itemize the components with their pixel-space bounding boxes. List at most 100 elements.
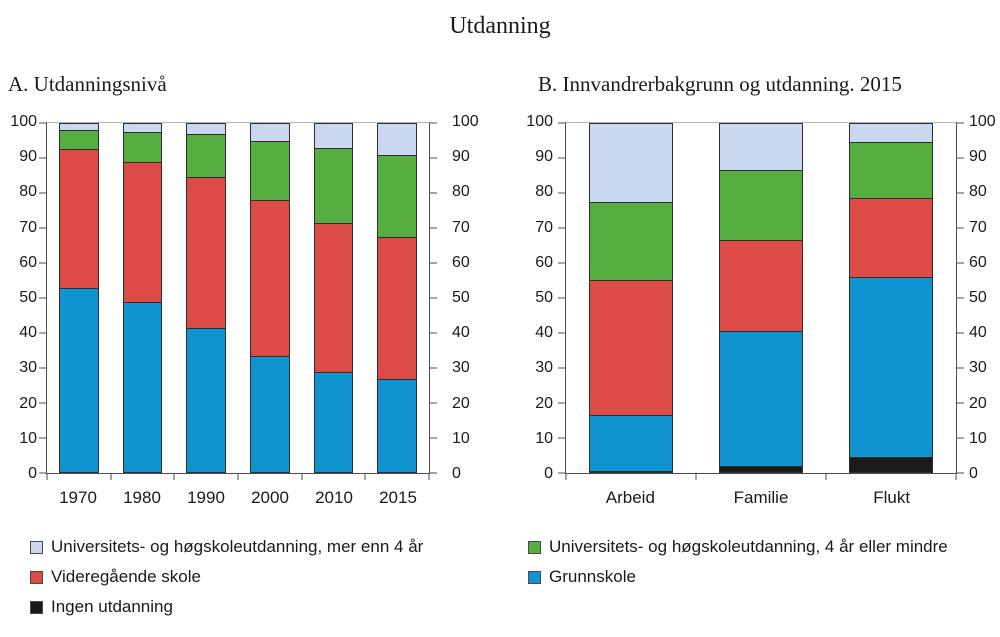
stacked-bar-2010 xyxy=(313,123,354,473)
bar-segment xyxy=(588,201,674,281)
bar-slot xyxy=(111,123,175,473)
y-tick-label: 60 xyxy=(535,253,553,271)
y-tick-marks-left xyxy=(39,122,47,474)
legend-label: Videregående skole xyxy=(51,567,201,586)
y-tick-label: 60 xyxy=(969,253,987,271)
legend-label: Ingen utdanning xyxy=(51,597,173,616)
bar-slot xyxy=(365,123,429,473)
bar-segment xyxy=(313,222,354,372)
y-tick-label: 50 xyxy=(452,289,470,306)
bar-slot xyxy=(826,123,956,473)
legend-swatch-black xyxy=(30,600,43,614)
legend-left-column: Universitets- og høgskoleutdanning, mer … xyxy=(30,537,423,629)
y-tick-mark xyxy=(956,367,964,369)
y-tick-label: 80 xyxy=(535,183,553,201)
bar-slot xyxy=(566,123,696,473)
y-tick-mark xyxy=(956,297,964,299)
y-tick-mark xyxy=(429,122,437,124)
y-tick-mark xyxy=(429,437,437,439)
bar-segment xyxy=(250,200,290,356)
y-tick-mark xyxy=(39,297,47,299)
y-tick-mark xyxy=(558,192,566,194)
x-tick-mark xyxy=(301,473,303,480)
bar-segment xyxy=(848,123,934,143)
y-tick-label: 70 xyxy=(19,218,37,236)
y-tick-label: 100 xyxy=(526,113,553,130)
x-tick-mark xyxy=(237,473,239,480)
bar-segment xyxy=(718,240,804,332)
x-tick-mark xyxy=(46,473,48,480)
y-tick-mark xyxy=(956,157,964,159)
y-tick-mark xyxy=(39,437,47,439)
stacked-bar-Flukt xyxy=(848,123,934,473)
legend-item: Universitets- og høgskoleutdanning, 4 år… xyxy=(528,537,948,556)
y-tick-mark xyxy=(956,192,964,194)
x-tick-mark xyxy=(173,473,175,480)
panel-a-title: A. Utdanningsnivå xyxy=(8,72,167,96)
y-tick-mark xyxy=(558,332,566,334)
y-tick-label: 70 xyxy=(452,218,470,236)
y-tick-mark xyxy=(39,262,47,264)
y-tick-mark xyxy=(956,122,964,124)
legend-item: Universitets- og høgskoleutdanning, mer … xyxy=(30,537,423,556)
panel-b-x-axis-labels: Arbeid Familie Flukt xyxy=(565,488,957,508)
y-tick-mark xyxy=(39,472,47,474)
y-tick-label: 100 xyxy=(452,113,479,130)
bar-segment xyxy=(313,371,354,473)
stacked-bar-Familie xyxy=(718,123,804,473)
stacked-bar-1980 xyxy=(122,123,163,473)
bar-slot xyxy=(302,123,366,473)
bar-segment xyxy=(718,170,804,241)
x-category-label: 1980 xyxy=(123,488,161,507)
bar-segment xyxy=(186,177,226,328)
y-tick-label: 70 xyxy=(969,218,987,236)
legend-swatch-lavender xyxy=(30,540,43,554)
x-tick-mark xyxy=(428,473,430,480)
y-tick-label: 50 xyxy=(969,289,987,306)
y-tick-label: 0 xyxy=(28,465,37,482)
bar-segment xyxy=(59,149,99,288)
bar-segment xyxy=(848,142,934,199)
legend-label: Universitets- og høgskoleutdanning, 4 år… xyxy=(549,537,948,556)
y-tick-mark xyxy=(558,297,566,299)
bar-segment xyxy=(122,123,163,132)
y-tick-label: 80 xyxy=(452,183,470,201)
y-tick-label: 50 xyxy=(19,289,37,306)
bar-slot xyxy=(696,123,826,473)
y-tick-mark xyxy=(39,332,47,334)
legend-item: Ingen utdanning xyxy=(30,597,423,616)
bar-segment xyxy=(122,161,163,302)
y-tick-mark xyxy=(39,367,47,369)
bar-segment xyxy=(250,355,290,473)
y-tick-mark xyxy=(429,402,437,404)
legend-label: Grunnskole xyxy=(549,567,636,586)
x-tick-mark xyxy=(110,473,112,480)
y-tick-label: 10 xyxy=(969,429,987,447)
x-category-label: 1970 xyxy=(59,488,97,507)
y-tick-label: 90 xyxy=(19,148,37,166)
y-tick-mark xyxy=(956,262,964,264)
y-tick-mark xyxy=(39,192,47,194)
y-tick-mark xyxy=(39,227,47,229)
y-tick-label: 0 xyxy=(969,465,978,482)
y-tick-label: 30 xyxy=(535,359,553,377)
y-tick-label: 40 xyxy=(535,324,553,342)
y-tick-mark xyxy=(429,227,437,229)
y-tick-label: 50 xyxy=(535,289,553,306)
y-tick-label: 30 xyxy=(19,359,37,377)
x-tick-mark xyxy=(364,473,366,480)
bar-slot xyxy=(47,123,111,473)
y-tick-mark xyxy=(956,472,964,474)
y-tick-marks-right xyxy=(956,122,964,474)
stacked-bar-1990 xyxy=(186,123,226,473)
y-tick-mark xyxy=(429,192,437,194)
bar-segment xyxy=(848,277,934,458)
y-tick-mark xyxy=(956,227,964,229)
y-tick-label: 20 xyxy=(19,394,37,412)
y-tick-label: 100 xyxy=(10,113,37,130)
y-tick-label: 70 xyxy=(535,218,553,236)
panel-b-left-axis-labels: 0 10 20 30 40 50 60 70 80 90 100 xyxy=(505,114,553,482)
bar-segment xyxy=(588,123,674,202)
y-tick-marks-left xyxy=(558,122,566,474)
y-tick-mark xyxy=(558,367,566,369)
